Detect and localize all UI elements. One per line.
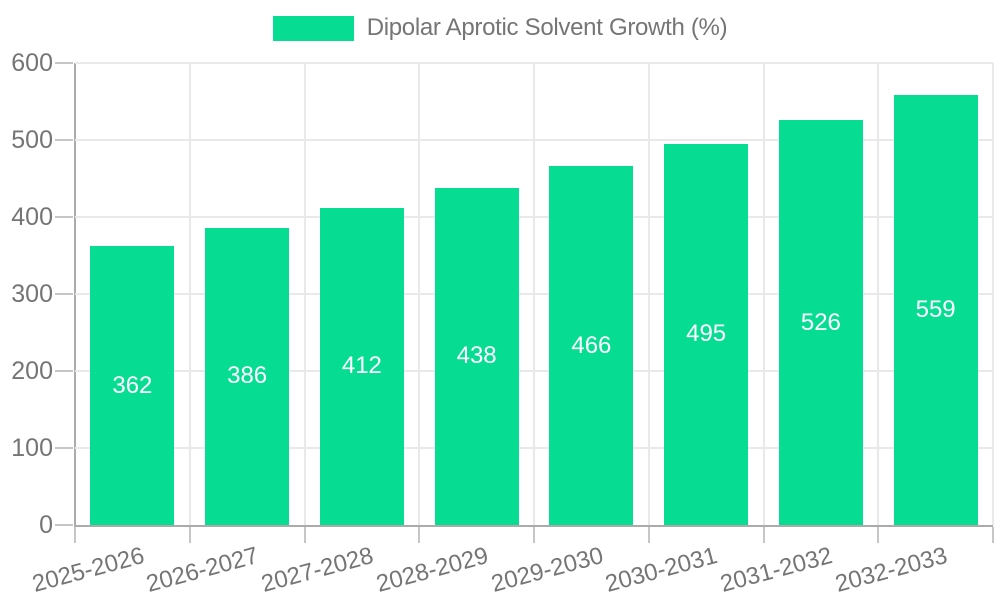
x-tick-mark — [418, 527, 421, 543]
bar-value-label: 526 — [800, 308, 841, 336]
bar-value-label: 495 — [686, 320, 727, 348]
bar[interactable]: 526 — [778, 120, 863, 525]
x-gridline — [188, 63, 191, 525]
bar[interactable]: 412 — [319, 207, 404, 525]
y-tick-label: 600 — [11, 49, 53, 77]
bar[interactable]: 362 — [90, 246, 175, 525]
y-tick-mark — [55, 524, 73, 526]
legend-label: Dipolar Aprotic Solvent Growth (%) — [366, 14, 728, 41]
y-tick-mark — [55, 139, 73, 141]
x-category-label: 2029-2030 — [487, 542, 606, 598]
x-tick-mark — [74, 527, 76, 543]
bar[interactable]: 466 — [549, 166, 634, 525]
y-tick-label: 0 — [39, 511, 53, 539]
bar[interactable]: 438 — [434, 187, 519, 525]
y-axis-line — [74, 63, 76, 527]
y-tick-mark — [55, 216, 73, 218]
x-category-label: 2028-2029 — [373, 542, 492, 598]
x-gridline — [418, 63, 421, 525]
bar-value-label: 438 — [456, 342, 497, 370]
x-category-label: 2027-2028 — [258, 542, 377, 598]
plot-area: 0 100 200 300 400 500 600 362 386 412 438 466 495 526… — [11, 51, 994, 598]
y-tick-label: 300 — [11, 280, 53, 308]
y-tick-label: 100 — [11, 434, 53, 462]
x-gridline — [762, 63, 765, 525]
bar-value-label: 362 — [112, 371, 153, 399]
y-tick-mark — [55, 293, 73, 295]
bar-value-label: 466 — [571, 331, 612, 359]
x-axis-line — [74, 525, 993, 527]
x-tick-mark — [877, 527, 880, 543]
legend[interactable]: Dipolar Aprotic Solvent Growth (%) — [0, 14, 1000, 42]
y-tick-mark — [55, 447, 73, 449]
x-category-label: 2025-2026 — [28, 542, 147, 598]
x-category-label: 2031-2032 — [717, 542, 836, 598]
bar-value-label: 386 — [227, 362, 268, 390]
x-category-label: 2032-2033 — [832, 542, 951, 598]
x-gridline — [303, 63, 306, 525]
y-tick-label: 200 — [11, 357, 53, 385]
bar[interactable]: 495 — [664, 143, 749, 525]
x-gridline — [992, 63, 994, 525]
x-gridline — [647, 63, 650, 525]
y-tick-mark — [55, 370, 73, 372]
x-tick-mark — [303, 527, 306, 543]
legend-swatch — [272, 15, 354, 41]
x-category-label: 2026-2027 — [143, 542, 262, 598]
bar[interactable]: 386 — [205, 227, 290, 525]
bar[interactable]: 559 — [893, 94, 978, 525]
x-tick-mark — [992, 527, 994, 543]
x-category-label: 2030-2031 — [602, 542, 721, 598]
bar-value-label: 412 — [341, 352, 382, 380]
x-gridline — [877, 63, 880, 525]
x-gridline — [533, 63, 535, 525]
x-tick-mark — [762, 527, 765, 543]
x-tick-mark — [533, 527, 535, 543]
y-tick-label: 500 — [11, 126, 53, 154]
x-tick-mark — [647, 527, 650, 543]
y-tick-label: 400 — [11, 203, 53, 231]
y-tick-mark — [55, 62, 73, 64]
bar-value-label: 559 — [915, 295, 956, 323]
x-tick-mark — [188, 527, 191, 543]
